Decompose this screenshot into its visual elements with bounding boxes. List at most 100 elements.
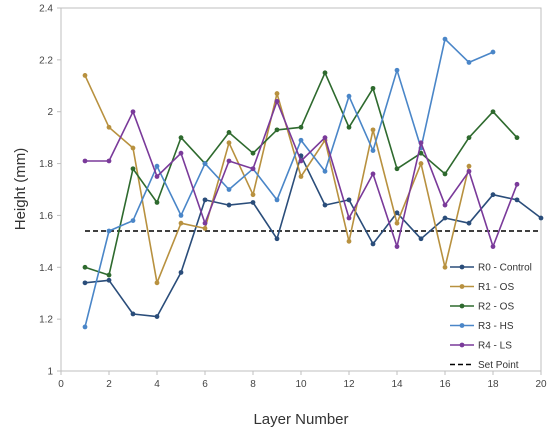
x-tick-label: 18 [487,379,499,390]
x-tick-label: 20 [535,379,547,390]
data-point [442,36,448,42]
data-point [538,215,544,221]
data-point [346,124,352,130]
data-point [346,197,352,203]
legend-label: R1 - OS [478,282,514,293]
legend-label: R3 - HS [478,321,514,332]
data-point [178,220,184,226]
data-point [322,70,328,76]
data-point [346,215,352,221]
y-tick-label: 2.4 [39,4,53,15]
y-tick-label: 1.6 [39,211,53,222]
data-point [106,158,112,164]
data-point [466,163,472,169]
data-point [514,197,520,203]
series-r4-ls [82,98,520,249]
series-line [84,155,542,318]
x-tick-label: 10 [295,379,307,390]
legend: R0 - Control R1 - OS R2 - OS R3 - HS R4 - LS… [450,263,532,371]
data-point [106,228,112,234]
data-point [226,130,232,135]
data-point [370,85,376,91]
legend-marker [459,342,465,348]
data-point [442,264,448,270]
data-point [394,244,400,249]
data-point [466,220,472,226]
data-point [82,158,88,164]
data-point [370,127,376,133]
y-tick-label: 1 [47,367,53,378]
data-point [418,161,424,166]
series-line [84,38,494,328]
data-point [130,145,136,151]
data-point [298,137,304,143]
data-point [274,127,280,133]
data-point [394,67,400,73]
data-point [394,210,400,216]
data-point [442,215,448,221]
data-point [130,311,136,317]
data-point [322,202,328,208]
data-point [466,60,472,65]
y-axis-title: Height (mm) [12,148,29,231]
data-point [298,174,304,179]
x-tick-label: 2 [106,379,112,390]
x-tick-label: 16 [439,379,451,390]
data-point [490,192,496,198]
data-point [226,202,232,208]
y-tick-label: 1.4 [39,263,53,274]
data-point [250,166,256,172]
data-point [178,270,184,275]
legend-entry: R4 - LS [450,341,512,352]
legend-entry: R0 - Control [450,263,532,274]
series-lines [82,36,544,330]
legend-marker [459,264,465,270]
y-tick-label: 1.2 [39,315,53,326]
data-point [130,166,136,172]
data-point [418,140,424,146]
x-tick-label: 12 [343,379,355,390]
legend-label: R0 - Control [478,263,532,274]
legend-marker [459,284,465,289]
data-point [154,163,160,169]
axes: 1 1.2 1.4 1.6 1.8 2 2.2 2.4 0 2 4 6 8 10 12 14 16 18 20 [39,4,547,391]
x-tick-label: 8 [250,379,256,390]
data-point [466,135,472,141]
x-tick-label: 0 [58,379,64,390]
data-point [130,109,136,115]
data-point [490,109,496,115]
data-point [490,244,496,249]
data-point [82,73,88,78]
legend-entry: Set Point [450,360,519,371]
data-point [250,150,256,156]
x-tick-label: 4 [154,379,160,390]
y-tick-label: 2 [47,107,53,118]
data-point [250,200,256,205]
data-point [202,161,208,166]
data-point [370,171,376,177]
data-point [322,135,328,141]
data-point [490,49,496,55]
y-tick-label: 2.2 [39,55,53,66]
data-point [466,168,472,174]
legend-marker [459,323,465,328]
data-point [106,277,112,283]
data-point [514,181,520,187]
legend-label: R2 - OS [478,302,514,313]
data-point [106,124,112,130]
data-point [226,158,232,164]
data-point [226,187,232,192]
data-point [514,135,520,141]
data-point [394,220,400,226]
legend-marker [459,303,465,309]
data-point [274,197,280,203]
legend-entry: R2 - OS [450,302,514,313]
series-line [84,75,470,284]
data-point [154,174,160,179]
x-tick-label: 14 [391,379,403,390]
data-point [274,236,280,242]
data-point [442,171,448,177]
data-point [322,168,328,174]
data-point [226,140,232,146]
